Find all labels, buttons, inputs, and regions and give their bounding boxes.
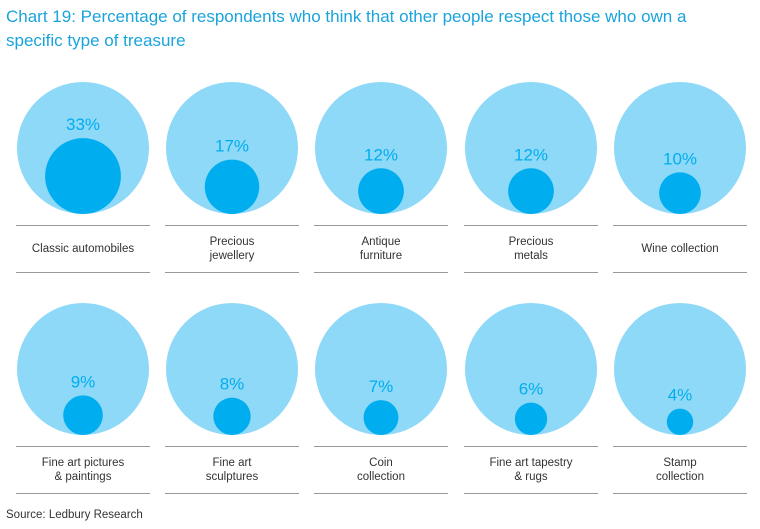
value-label: 12% (514, 145, 548, 164)
outer-circle (166, 82, 298, 214)
outer-circle (465, 303, 597, 435)
source-note: Source: Ledbury Research (6, 509, 143, 521)
outer-circle (166, 303, 298, 435)
value-bubble (213, 397, 251, 435)
category-label: Classic automobiles (31, 243, 135, 255)
category-label: Coin collection (357, 457, 405, 483)
value-label: 33% (66, 115, 100, 134)
outer-circle (465, 82, 597, 214)
outer-circle (17, 303, 149, 435)
category-label: Fine art sculptures (205, 457, 259, 483)
value-bubble (63, 395, 103, 436)
category-label: Fine art pictures & paintings (41, 457, 125, 483)
outer-circle (315, 82, 447, 214)
outer-circle (614, 303, 746, 435)
outer-circle (315, 303, 447, 435)
value-label: 6% (519, 380, 544, 399)
value-bubble (204, 159, 260, 214)
value-bubble (508, 168, 554, 214)
value-label: 7% (369, 377, 394, 396)
value-bubble (659, 172, 701, 214)
category-label: Precious metals (508, 236, 554, 262)
value-label: 17% (215, 137, 249, 156)
value-label: 9% (71, 372, 96, 391)
value-bubble (363, 400, 399, 436)
chart-title: Chart 19: Percentage of respondents who … (6, 7, 687, 50)
category-label: Fine art tapestry & rugs (489, 457, 573, 483)
value-bubble (358, 168, 404, 214)
value-label: 12% (364, 145, 398, 164)
value-bubble (666, 408, 694, 435)
category-label: Precious jewellery (209, 236, 255, 262)
value-bubble (514, 402, 548, 435)
value-label: 4% (668, 386, 693, 405)
category-label: Antique furniture (359, 236, 403, 262)
value-bubble (45, 138, 121, 214)
category-label: Stamp collection (656, 457, 704, 483)
value-label: 8% (220, 375, 245, 394)
outer-circle (614, 82, 746, 214)
value-label: 10% (663, 149, 697, 168)
category-label: Wine collection (641, 243, 719, 255)
